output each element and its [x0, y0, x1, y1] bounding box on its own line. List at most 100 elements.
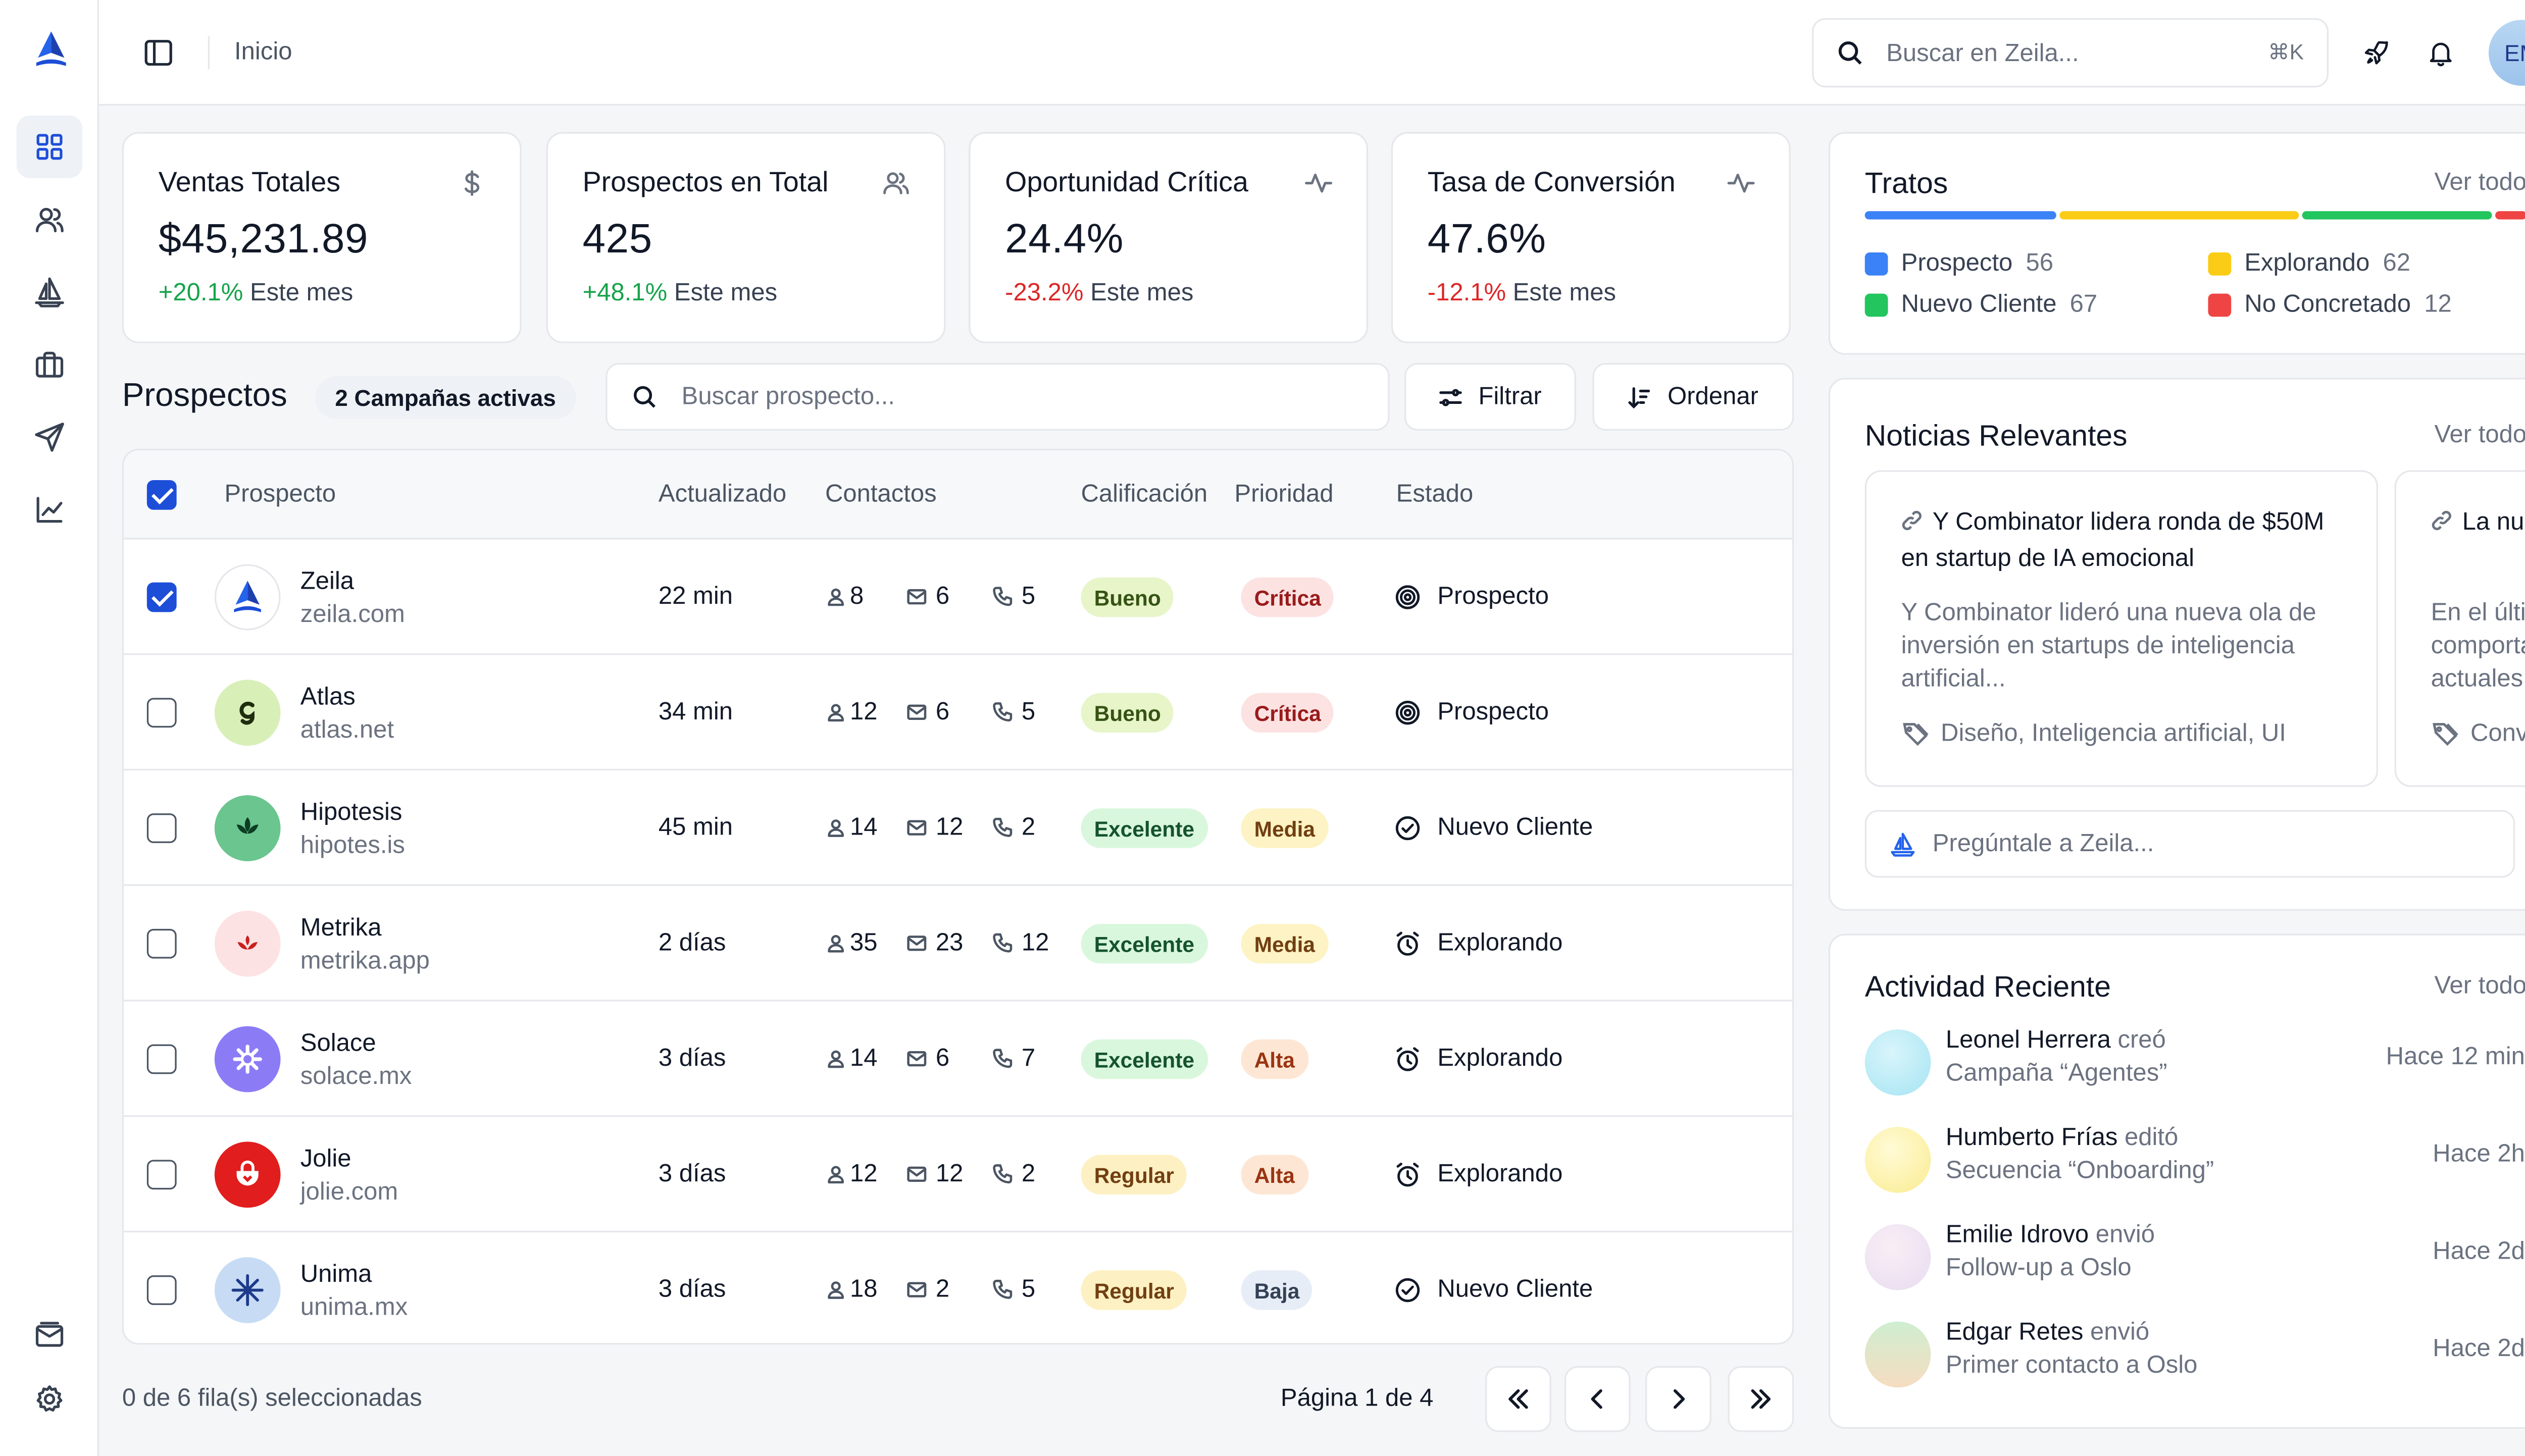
- sidebar-item-contacts[interactable]: [17, 188, 83, 251]
- call-count: 12: [992, 929, 1049, 957]
- company-name[interactable]: Zeila: [300, 567, 355, 596]
- person-icon: [828, 1281, 844, 1299]
- mail-icon: [907, 1051, 927, 1067]
- activity-item[interactable]: Humberto Frías editó Secuencia “Onboardi…: [1864, 1123, 2525, 1196]
- table-row[interactable]: Hipotesis hipotes.is 45 min 14 12 2 Excelente M…: [124, 770, 1792, 886]
- row-checkbox[interactable]: [146, 582, 177, 612]
- search-shortcut: ⌘K: [2268, 39, 2304, 65]
- divider: [208, 36, 210, 70]
- search-icon: [633, 386, 655, 408]
- news-description: Y Combinator lideró una nueva ola de inv…: [1901, 599, 2316, 693]
- table-row[interactable]: Jolie jolie.com 3 días 12 12 2 Regular Alta Expl…: [124, 1117, 1792, 1233]
- view-all-link[interactable]: Ver todo: [2434, 168, 2525, 196]
- rocket-button[interactable]: [2357, 33, 2396, 72]
- stat-value: 24.4%: [1005, 216, 1124, 263]
- user-avatar[interactable]: EM: [2488, 20, 2525, 86]
- row-checkbox[interactable]: [146, 813, 177, 843]
- news-item[interactable]: La nueva en convers En el último comport…: [2394, 470, 2525, 787]
- sliders-icon: [1439, 388, 1462, 405]
- avatar: [1864, 1224, 1931, 1290]
- table-row[interactable]: Atlas atlas.net 34 min 12 6 5 Bueno Crítica Pros…: [124, 655, 1792, 771]
- email-count: 12: [906, 813, 963, 842]
- table-row[interactable]: Zeila zeila.com 22 min 8 6 5 Bueno Crítica Prosp…: [124, 540, 1792, 655]
- sidebar-item-settings[interactable]: [17, 1368, 83, 1430]
- row-checkbox[interactable]: [146, 1275, 177, 1305]
- company-name[interactable]: Hipotesis: [300, 798, 402, 827]
- filter-button[interactable]: Filtrar: [1404, 362, 1576, 431]
- legend-no-concretado: No Concretado 12: [2208, 290, 2452, 319]
- view-all-link[interactable]: Ver todo: [2434, 971, 2525, 1000]
- row-checkbox[interactable]: [146, 698, 177, 728]
- row-checkbox[interactable]: [146, 1160, 177, 1190]
- check-circle-icon: [1394, 1276, 1437, 1303]
- column-header[interactable]: Calificación: [1081, 480, 1208, 508]
- phone-icon: [993, 1279, 1013, 1299]
- table-row[interactable]: Unima unima.mx 3 días 18 2 5 Regular Baja Nuevo …: [124, 1232, 1792, 1343]
- sidebar-item-analytics[interactable]: [17, 479, 83, 541]
- activity-card: Actividad Reciente Ver todo Leonel Herre…: [1828, 933, 2525, 1429]
- company-logo: [214, 1257, 281, 1323]
- sidebar-item-dashboard[interactable]: [16, 115, 83, 178]
- prospect-search-input[interactable]: Buscar prospecto...: [605, 362, 1390, 431]
- person-icon: [828, 1166, 844, 1184]
- sidebar-item-deals[interactable]: [17, 333, 83, 396]
- company-name[interactable]: Jolie: [300, 1145, 351, 1173]
- column-header[interactable]: Estado: [1396, 480, 1474, 508]
- column-header[interactable]: Contactos: [825, 480, 937, 508]
- next-page-button[interactable]: [1645, 1366, 1711, 1432]
- breadcrumb[interactable]: Inicio: [234, 38, 292, 66]
- column-header[interactable]: Prioridad: [1234, 480, 1334, 508]
- select-all-checkbox[interactable]: [146, 480, 177, 510]
- company-name[interactable]: Metrika: [300, 914, 382, 942]
- global-search-input[interactable]: Buscar en Zeila... ⌘K: [1812, 18, 2329, 88]
- activity-item[interactable]: Edgar Retes envió Primer contacto a Oslo…: [1864, 1318, 2525, 1391]
- priority-badge: Crítica: [1241, 693, 1334, 733]
- person-icon: [828, 588, 844, 606]
- stat-card-sales: Ventas Totales $45,231.89 +20.1% Este me…: [122, 132, 522, 343]
- activity-actor: Humberto Frías editó: [1945, 1123, 2179, 1152]
- stat-value: $45,231.89: [158, 216, 369, 263]
- status: Prospecto: [1394, 698, 1549, 726]
- card-title: Noticias Relevantes: [1864, 419, 2128, 452]
- first-page-button[interactable]: [1485, 1366, 1551, 1432]
- company-domain: metrika.app: [300, 947, 430, 975]
- sidebar-item-inbox[interactable]: [17, 1304, 83, 1366]
- campaigns-badge[interactable]: 2 Campañas activas: [315, 376, 576, 420]
- last-page-button[interactable]: [1728, 1366, 1794, 1432]
- stat-title: Ventas Totales: [158, 167, 341, 198]
- zeila-logo[interactable]: [33, 30, 69, 69]
- legend-nuevo-cliente: Nuevo Cliente 67: [1864, 290, 2097, 319]
- row-checkbox[interactable]: [146, 1044, 177, 1074]
- sidebar-toggle-button[interactable]: [139, 33, 178, 72]
- company-name[interactable]: Solace: [300, 1029, 376, 1058]
- table-row[interactable]: Metrika metrika.app 2 días 35 23 12 Excelente M…: [124, 886, 1792, 1002]
- view-all-link[interactable]: Ver todo: [2434, 421, 2525, 449]
- news-item[interactable]: Y Combinator lidera ronda de $50M en sta…: [1864, 470, 2379, 787]
- sidebar-item-campaigns[interactable]: [17, 261, 83, 323]
- activity-item[interactable]: Leonel Herrera creó Campaña “Agentes” Ha…: [1864, 1026, 2525, 1099]
- rocket-icon: [2364, 41, 2388, 65]
- ask-zeila-input[interactable]: Pregúntale a Zeila...: [1864, 810, 2515, 878]
- sort-icon: [1629, 386, 1651, 408]
- deals-bar-explorando: [2059, 211, 2299, 220]
- company-name[interactable]: Unima: [300, 1260, 372, 1289]
- table-row[interactable]: Solace solace.mx 3 días 14 6 7 Excelente Alta Ex…: [124, 1002, 1792, 1117]
- row-checkbox[interactable]: [146, 928, 177, 959]
- column-header[interactable]: Prospecto: [224, 480, 336, 508]
- priority-badge: Media: [1241, 808, 1329, 848]
- company-domain: unima.mx: [300, 1293, 408, 1322]
- sort-button[interactable]: Ordenar: [1592, 362, 1794, 431]
- column-header[interactable]: Actualizado: [658, 480, 787, 508]
- prev-page-button[interactable]: [1564, 1366, 1631, 1432]
- activity-actor: Emilie Idrovo envió: [1945, 1221, 2155, 1249]
- sailboat-icon: [35, 277, 64, 307]
- email-count: 6: [906, 1045, 949, 1072]
- company-name[interactable]: Atlas: [300, 683, 356, 711]
- notifications-button[interactable]: [2421, 33, 2460, 72]
- sidebar-item-outreach[interactable]: [17, 406, 83, 469]
- people-count: 14: [825, 1045, 878, 1072]
- activity-item[interactable]: Emilie Idrovo envió Follow-up a Oslo Hac…: [1864, 1221, 2525, 1293]
- call-count: 2: [992, 813, 1035, 842]
- gear-icon: [36, 1385, 63, 1412]
- updated-time: 22 min: [658, 582, 733, 611]
